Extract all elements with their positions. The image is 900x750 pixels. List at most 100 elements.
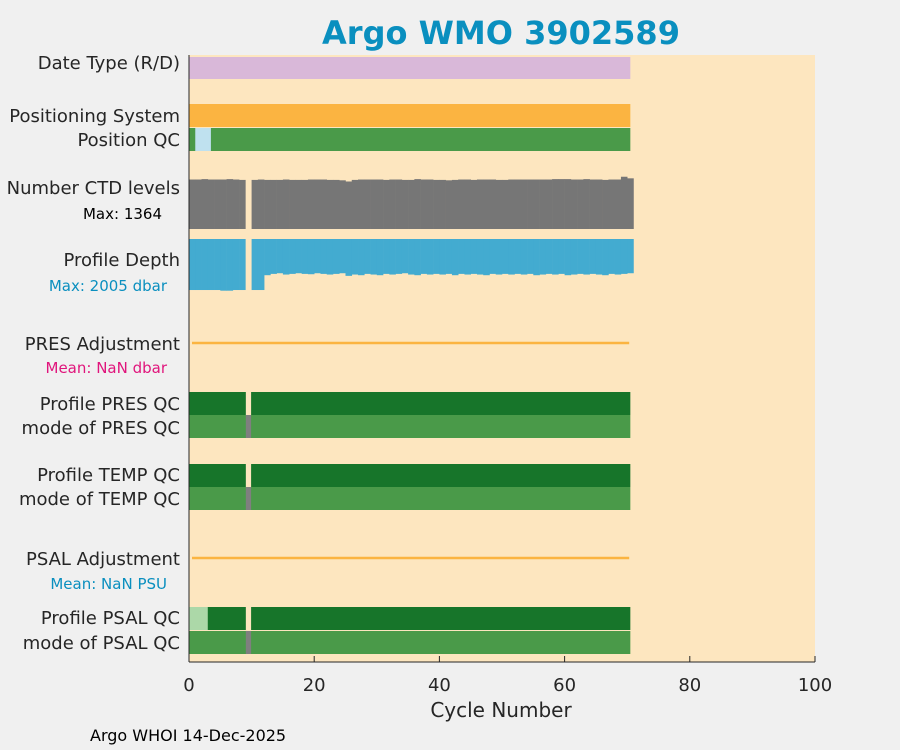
ctd-level-bar bbox=[214, 179, 221, 229]
ctd-level-bar bbox=[558, 179, 565, 229]
ctd-level-bar bbox=[577, 179, 584, 229]
profile-depth-bar bbox=[189, 239, 196, 291]
plot-area bbox=[189, 55, 815, 662]
profile-depth-bar bbox=[627, 239, 634, 274]
ctd-level-bar bbox=[408, 179, 415, 229]
profile-depth-bar bbox=[320, 239, 328, 274]
profile-depth-bar bbox=[358, 239, 365, 276]
ctd-level-bar bbox=[307, 179, 315, 229]
ctd-level-bar bbox=[458, 179, 465, 229]
row-label: Profile TEMP QC bbox=[37, 465, 180, 486]
profile-psal-qc-light-segment bbox=[189, 607, 208, 630]
row-label: PRES Adjustment bbox=[25, 334, 180, 355]
profile-depth-bar bbox=[376, 239, 384, 276]
row-label: Profile Depth bbox=[63, 250, 180, 271]
profile-psal-qc-bar-missing bbox=[245, 607, 252, 630]
profile-pres-qc-bar-missing bbox=[245, 392, 252, 415]
ctd-level-bar bbox=[257, 179, 265, 229]
ctd-level-bar bbox=[264, 179, 271, 229]
profile-depth-bar bbox=[314, 239, 321, 274]
ctd-level-bar bbox=[533, 179, 540, 229]
profile-depth-bar bbox=[589, 239, 597, 274]
ctd-level-bar bbox=[608, 179, 615, 229]
row-note: Mean: NaN dbar bbox=[46, 359, 168, 377]
ctd-level-bar bbox=[383, 179, 390, 229]
ctd-level-bar bbox=[508, 179, 515, 229]
row-label: Profile PRES QC bbox=[40, 394, 180, 415]
ctd-level-bar bbox=[326, 179, 334, 229]
profile-depth-bar bbox=[458, 239, 465, 274]
profile-depth-bar bbox=[370, 239, 378, 275]
profile-depth-bar bbox=[420, 239, 428, 274]
ctd-level-bar bbox=[370, 179, 378, 229]
profile-depth-bar bbox=[426, 239, 434, 275]
ctd-level-bar bbox=[426, 179, 434, 229]
row-note: Max: 2005 dbar bbox=[49, 277, 168, 295]
profile-depth-bar bbox=[508, 239, 515, 275]
ctd-level-bar bbox=[270, 179, 277, 229]
ctd-level-bar bbox=[282, 179, 290, 229]
ctd-level-bar bbox=[476, 179, 484, 229]
x-tick-label: 0 bbox=[183, 675, 194, 696]
profile-depth-bar bbox=[282, 239, 290, 275]
ctd-level-bar bbox=[226, 179, 234, 229]
chart-marks bbox=[189, 57, 634, 654]
chart-title: Argo WMO 3902589 bbox=[322, 14, 680, 52]
profile-depth-bar bbox=[251, 239, 259, 291]
profile-depth-bar bbox=[539, 239, 547, 275]
ctd-level-bar bbox=[570, 179, 578, 229]
ctd-level-bar bbox=[345, 181, 353, 229]
profile-depth-bar bbox=[307, 239, 315, 275]
profile-depth-bar bbox=[414, 239, 421, 276]
mode-temp-qc-bar bbox=[189, 487, 631, 510]
ctd-level-bar bbox=[358, 179, 365, 229]
profile-depth-bar bbox=[295, 239, 302, 274]
ctd-level-bar bbox=[627, 178, 634, 229]
ctd-level-bar bbox=[276, 179, 284, 229]
row-label: mode of PRES QC bbox=[22, 418, 180, 439]
ctd-level-bar bbox=[552, 179, 559, 229]
ctd-level-bar bbox=[527, 179, 534, 229]
profile-depth-bar bbox=[345, 239, 353, 276]
profile-depth-bar bbox=[232, 239, 240, 291]
profile-depth-bar bbox=[451, 239, 459, 276]
ctd-level-bar bbox=[495, 179, 503, 229]
ctd-level-bar bbox=[201, 179, 209, 229]
ctd-level-bar bbox=[420, 179, 428, 229]
x-tick-label: 100 bbox=[798, 675, 832, 696]
date-type-bar bbox=[189, 57, 631, 79]
ctd-level-bar bbox=[502, 179, 509, 229]
ctd-level-bar bbox=[295, 179, 302, 229]
row-note: Max: 1364 bbox=[83, 205, 162, 223]
profile-depth-bar bbox=[445, 239, 453, 274]
profile-depth-bar bbox=[533, 239, 540, 276]
row-label: Profile PSAL QC bbox=[41, 608, 180, 629]
profile-depth-bar bbox=[476, 239, 484, 275]
profile-depth-bar bbox=[364, 239, 371, 274]
ctd-level-bar bbox=[483, 179, 490, 229]
ctd-level-bar bbox=[389, 179, 396, 229]
profile-depth-bar bbox=[239, 239, 246, 291]
profile-psal-qc-bar bbox=[189, 607, 631, 630]
profile-depth-bar bbox=[620, 239, 628, 274]
profile-depth-bar bbox=[614, 239, 622, 275]
ctd-level-bar bbox=[620, 176, 628, 229]
profile-depth-bar bbox=[276, 239, 284, 274]
profile-depth-bar bbox=[552, 239, 559, 275]
profile-pres-qc-bar bbox=[189, 392, 631, 415]
ctd-level-bar bbox=[602, 179, 609, 229]
ctd-level-bar bbox=[514, 179, 522, 229]
ctd-level-bar bbox=[220, 179, 227, 229]
row-label: Number CTD levels bbox=[7, 178, 180, 199]
ctd-level-bar bbox=[520, 179, 528, 229]
profile-depth-bar bbox=[602, 239, 609, 276]
ctd-level-bar bbox=[401, 179, 409, 229]
profile-depth-bar bbox=[564, 239, 572, 276]
ctd-level-bar bbox=[232, 179, 240, 229]
ctd-level-bar bbox=[251, 179, 259, 229]
profile-depth-bar bbox=[351, 239, 359, 275]
x-tick-label: 60 bbox=[553, 675, 576, 696]
ctd-level-bar bbox=[583, 179, 590, 229]
ctd-level-bar bbox=[195, 179, 202, 229]
